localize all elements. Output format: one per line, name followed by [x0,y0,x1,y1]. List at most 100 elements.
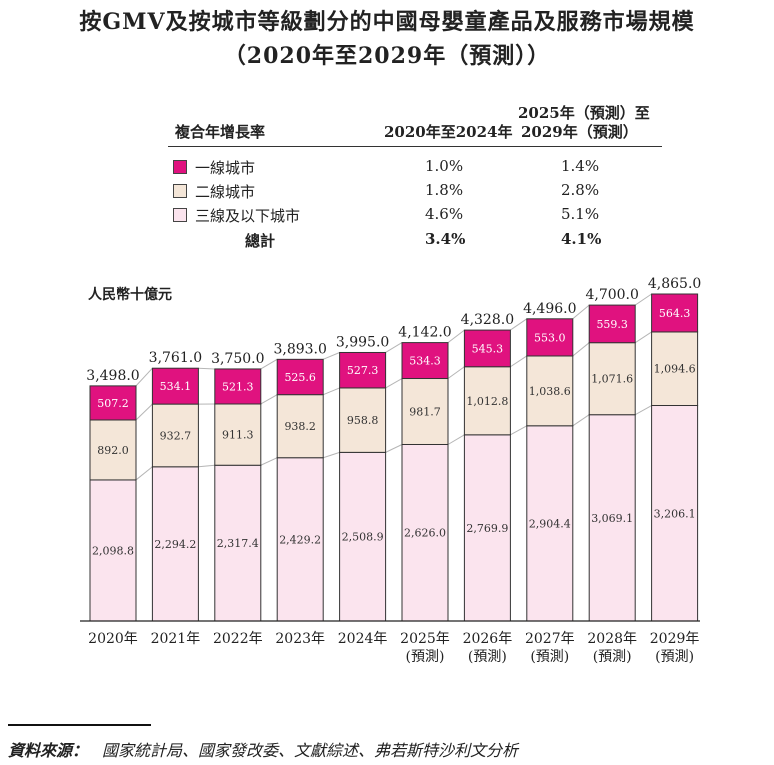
segment-value-label: 892.0 [97,444,129,457]
cagr-row-c2: 5.1% [561,205,600,223]
x-tick-label: 2029年 [650,631,700,647]
chart-title-line2: （2020年至2029年（預測）） [223,43,551,69]
segment-value-label: 2,626.0 [404,527,446,540]
legend-swatch-tier2 [173,184,187,198]
connector-line [447,329,465,343]
x-tick-sublabel: (預測) [406,649,445,665]
bar-total-label: 3,761.0 [149,350,202,366]
connector-line [260,358,278,370]
connector-line [260,457,278,466]
connector-line [323,451,340,459]
y-axis-label: 人民幣十億元 [88,286,172,303]
connector-line [634,331,652,344]
connector-line [385,378,403,389]
connector-line [510,425,528,436]
connector-line [510,355,528,368]
connector-line [634,405,652,416]
bar-segment [339,451,387,622]
bar-segment [651,293,699,333]
cagr-row-c2: 1.4% [561,157,600,175]
connector-line [198,464,215,468]
x-tick-sublabel: (預測) [655,649,694,665]
x-tick-label: 2026年 [463,631,513,647]
cagr-total-c2: 4.1% [561,230,602,248]
bar-segment [89,385,137,421]
bar-segment [339,351,387,389]
cagr-col2-header-line1: 2025年（預測）至 [518,104,650,122]
segment-value-label: 507.2 [97,397,129,410]
connector-line [323,352,340,360]
connector-line [198,367,215,370]
x-tick-label: 2023年 [275,631,325,647]
cagr-row-name: 一線城市 [195,159,256,177]
bar-segment [401,342,449,380]
segment-value-label: 1,012.8 [466,395,508,408]
segment-value-label: 559.3 [596,318,628,331]
bar-segment [151,367,199,405]
segment-value-label: 932.7 [160,429,192,442]
connector-line [323,387,340,396]
x-tick-label: 2022年 [213,631,263,647]
bar-segment [463,434,511,622]
footnote-rule [8,724,151,726]
x-tick-label: 2021年 [151,631,201,647]
bar-total-label: 4,328.0 [461,312,514,328]
connector-line [385,342,403,353]
segment-value-label: 545.3 [472,342,504,355]
cagr-total-name: 總計 [245,232,276,250]
footnote-label: 資料來源： [8,741,89,760]
bar-total-label: 4,142.0 [398,325,451,341]
cagr-header-label: 複合年增長率 [175,123,266,141]
segment-value-label: 3,069.1 [591,512,633,525]
bar-total-label: 3,995.0 [336,334,389,350]
x-tick-sublabel: (預測) [530,649,569,665]
segment-value-label: 2,769.9 [466,522,508,535]
x-tick-label: 2027年 [525,631,575,647]
cagr-row-c1: 1.8% [425,181,464,199]
segment-value-label: 534.3 [409,355,441,368]
cagr-row-name: 三線及以下城市 [195,207,301,225]
segment-value-label: 911.3 [222,429,254,442]
segment-value-label: 1,038.6 [529,385,571,398]
connector-line [572,414,590,427]
bar-segment [588,342,636,416]
segment-value-label: 981.7 [409,406,441,419]
segment-value-label: 2,429.2 [279,533,321,546]
bar-segment [339,387,387,453]
bar-segment [276,457,324,622]
segment-value-label: 2,294.2 [154,538,196,551]
x-tick-sublabel: (預測) [593,649,632,665]
cagr-row-c2: 2.8% [561,181,600,199]
segment-value-label: 527.3 [347,364,379,377]
bar-segment [151,466,199,622]
x-tick-label: 2025年 [400,631,450,647]
segment-value-label: 2,508.9 [342,531,384,544]
cagr-row-c1: 1.0% [425,157,464,175]
stacked-bar-chart: 人民幣十億元 2,098.8 892.0 507.2 3,498.0 2020年 2,294… [80,276,701,665]
cagr-col1-header: 2020年至2024年 [384,123,513,141]
legend-swatch-tier1 [173,160,187,174]
connector-line [135,367,153,387]
segment-value-label: 2,904.4 [529,517,571,530]
bar-segment [526,355,574,427]
segment-value-label: 521.3 [222,380,254,393]
bar-segment [214,368,262,405]
connector-line [385,444,403,453]
bar-segment [651,331,699,407]
x-tick-sublabel: (預測) [468,649,507,665]
cagr-col2-header-line2: 2029年（預測） [521,123,638,141]
segment-value-label: 553.0 [534,331,566,344]
cagr-total-c1: 3.4% [425,230,466,248]
x-tick-label: 2020年 [88,631,138,647]
bar-segment [89,479,137,622]
segment-value-label: 525.6 [284,371,316,384]
connector-line [447,434,465,445]
bar-segment [526,425,574,622]
connector-line [135,403,153,421]
bar-segment [463,366,511,436]
footnote-text: 國家統計局、國家發改委、文獻綜述、弗若斯特沙利文分析 [102,741,519,760]
bar-segment [89,419,137,481]
cagr-row-c1: 4.6% [425,205,464,223]
segment-value-label: 2,317.4 [217,537,259,550]
segment-value-label: 1,094.6 [654,363,696,376]
